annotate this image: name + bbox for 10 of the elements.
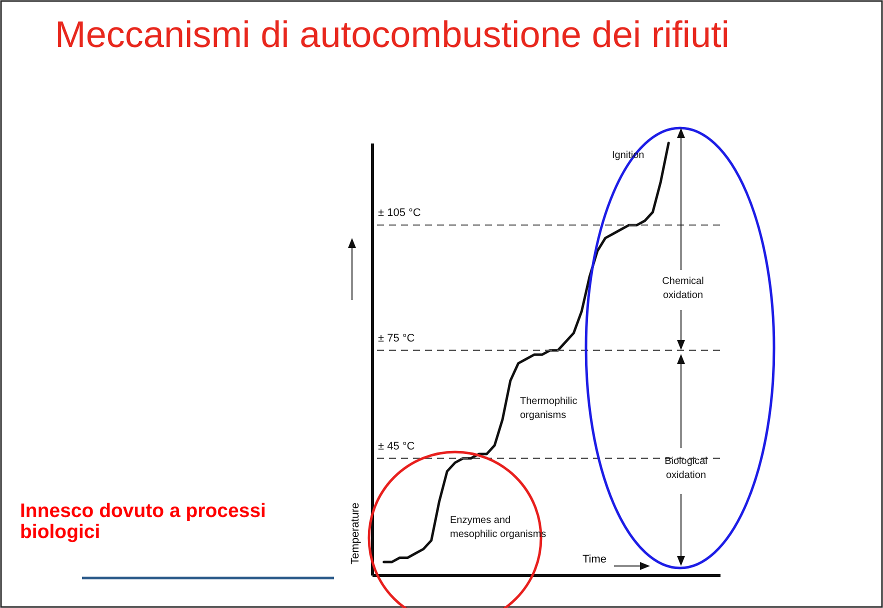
annotation: Thermophilic organisms bbox=[520, 395, 578, 423]
x-axis-title: Time bbox=[582, 554, 607, 566]
chart-title: Meccanismi di autocombustione dei rifiuti bbox=[55, 14, 730, 56]
ref-line-label: ± 105 °C bbox=[378, 207, 421, 220]
annotation: Chemical oxidation bbox=[661, 275, 705, 303]
y-axis-title: Temperature bbox=[350, 502, 362, 564]
text: Innesco dovuto a processi biologici bbox=[20, 500, 267, 543]
ref-line-label: ± 45 °C bbox=[378, 440, 415, 452]
annotation: Biological oxidation bbox=[664, 455, 708, 483]
ref-line-label: ± 75 °C bbox=[378, 332, 415, 344]
